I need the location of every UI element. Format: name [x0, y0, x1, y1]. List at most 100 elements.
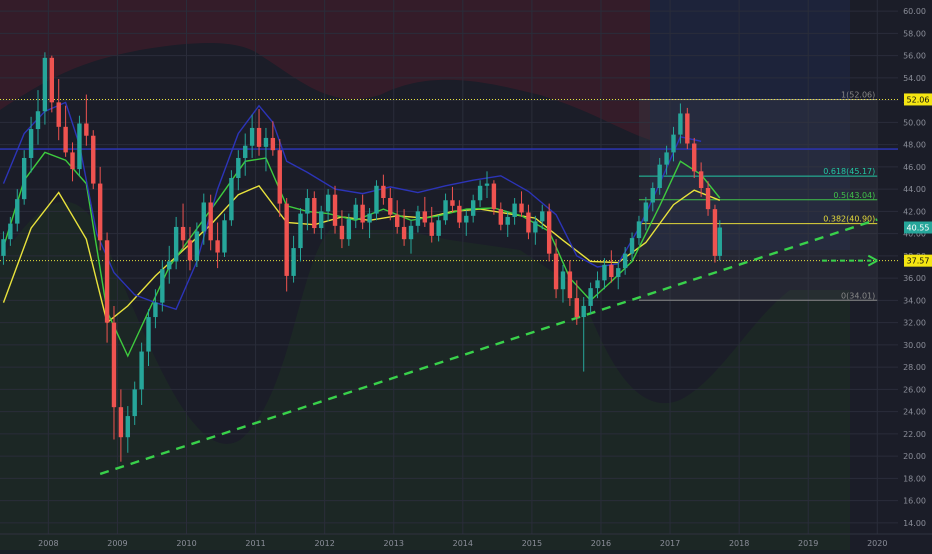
candle-body[interactable] [229, 178, 234, 221]
candle-body[interactable] [346, 219, 352, 240]
candle-body[interactable] [125, 416, 130, 438]
candle-body[interactable] [77, 123, 82, 170]
candle-body[interactable] [63, 126, 68, 153]
candle-body[interactable] [8, 223, 13, 240]
candle-body[interactable] [360, 204, 365, 223]
candle-body[interactable] [215, 240, 220, 253]
candle-body[interactable] [381, 185, 386, 199]
candle-body[interactable] [180, 226, 186, 241]
candle-body[interactable] [698, 171, 704, 189]
candle-body[interactable] [705, 188, 711, 210]
candle-body[interactable] [312, 198, 317, 229]
candle-body[interactable] [208, 202, 213, 241]
candle-body[interactable] [629, 238, 635, 254]
candle-body[interactable] [581, 305, 586, 318]
candle-body[interactable] [263, 137, 269, 147]
candle-body[interactable] [408, 225, 414, 240]
candle-body[interactable] [132, 389, 137, 417]
candle-body[interactable] [325, 194, 331, 212]
candle-body[interactable] [298, 213, 303, 249]
candle-body[interactable] [28, 129, 34, 158]
candle-body[interactable] [319, 211, 324, 229]
candle-body[interactable] [118, 407, 124, 438]
candle-body[interactable] [540, 211, 545, 222]
candle-body[interactable] [194, 231, 200, 261]
candle-body[interactable] [97, 183, 103, 241]
candle-body[interactable] [104, 240, 110, 323]
candle-body[interactable] [436, 220, 441, 236]
candle-body[interactable] [546, 211, 552, 254]
candle-body[interactable] [685, 113, 690, 144]
candle-body[interactable] [291, 248, 296, 276]
candle-body[interactable] [484, 183, 490, 186]
candle-body[interactable] [609, 264, 614, 278]
candle-body[interactable] [636, 221, 642, 239]
candle-body[interactable] [401, 226, 407, 240]
candle-body[interactable] [173, 226, 179, 262]
candle-body[interactable] [533, 221, 538, 233]
candle-body[interactable] [339, 225, 345, 240]
candle-body[interactable] [70, 152, 75, 170]
candle-body[interactable] [353, 204, 358, 220]
candle-body[interactable] [602, 264, 607, 281]
candle-body[interactable] [146, 317, 151, 352]
candle-body[interactable] [643, 202, 649, 222]
candle-body[interactable] [450, 200, 455, 206]
candle-body[interactable] [505, 216, 510, 225]
candle-body[interactable] [664, 152, 669, 165]
candle-body[interactable] [284, 203, 289, 276]
candle-body[interactable] [567, 271, 573, 299]
candle-body[interactable] [236, 157, 241, 178]
candle-body[interactable] [394, 214, 400, 227]
candle-body[interactable] [671, 134, 676, 153]
candle-body[interactable] [332, 194, 338, 226]
candle-body[interactable] [616, 268, 621, 278]
candle-body[interactable] [167, 261, 172, 270]
candle-body[interactable] [277, 150, 282, 204]
candle-body[interactable] [84, 123, 89, 136]
candle-body[interactable] [35, 111, 41, 130]
candle-body[interactable] [470, 200, 476, 216]
candle-body[interactable] [15, 199, 20, 224]
candle-body[interactable] [560, 271, 566, 290]
candle-body[interactable] [91, 135, 96, 184]
candle-body[interactable] [111, 322, 117, 408]
candle-body[interactable] [374, 185, 379, 214]
candle-body[interactable] [574, 298, 579, 318]
candle-body[interactable] [243, 145, 248, 158]
candle-body[interactable] [153, 302, 158, 318]
candle-body[interactable] [519, 203, 524, 213]
candle-body[interactable] [595, 280, 600, 289]
candle-body[interactable] [160, 269, 165, 303]
candle-body[interactable] [305, 198, 310, 214]
candle-body[interactable] [491, 183, 497, 210]
candle-body[interactable] [429, 222, 434, 236]
candle-body[interactable] [21, 157, 27, 200]
candle-body[interactable] [415, 211, 421, 226]
candle-body[interactable] [443, 200, 448, 221]
candle-body[interactable] [678, 113, 683, 135]
candle-body[interactable] [270, 137, 276, 151]
candle-body[interactable] [622, 253, 628, 269]
candle-body[interactable] [201, 202, 206, 232]
candle-body[interactable] [512, 203, 517, 217]
candle-body[interactable] [717, 227, 722, 256]
candle-body[interactable] [249, 127, 255, 146]
candle-body[interactable] [222, 220, 227, 253]
candle-body[interactable] [256, 127, 262, 147]
candle-body[interactable] [588, 288, 593, 306]
candle-body[interactable] [498, 209, 504, 225]
candle-body[interactable] [388, 198, 393, 215]
candle-body[interactable] [712, 209, 718, 256]
candle-body[interactable] [187, 240, 193, 261]
candle-body[interactable] [657, 164, 662, 189]
candle-body[interactable] [56, 102, 61, 127]
candle-body[interactable] [477, 185, 483, 201]
candle-body[interactable] [692, 143, 697, 172]
candle-body[interactable] [553, 253, 559, 290]
candle-body[interactable] [422, 211, 428, 223]
candle-body[interactable] [139, 351, 144, 390]
candle-body[interactable] [49, 57, 55, 103]
candle-body[interactable] [650, 188, 655, 203]
